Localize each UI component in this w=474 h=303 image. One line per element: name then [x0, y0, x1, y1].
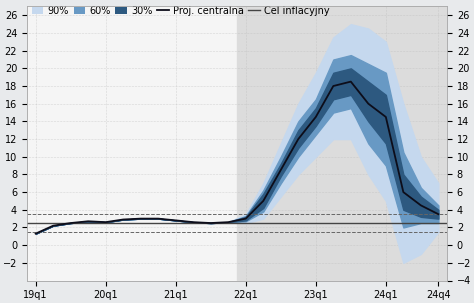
- Legend: 90%, 60%, 30%, Proj. centralna, Cel inflacyjny: 90%, 60%, 30%, Proj. centralna, Cel infl…: [28, 2, 334, 20]
- Bar: [237, 6, 447, 281]
